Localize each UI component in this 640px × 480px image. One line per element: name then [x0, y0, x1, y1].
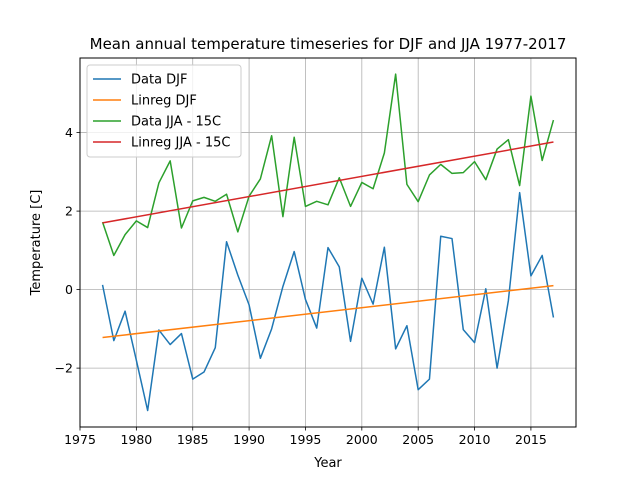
y-tick-label-1: 0 [65, 282, 73, 297]
x-tick-label-2000: 2000 [346, 432, 378, 447]
tick-layer: 1975 1980 1985 1990 1995 2000 2005 2010 2015 −2 0 2… [55, 125, 547, 447]
x-tick-label-1980: 1980 [120, 432, 152, 447]
legend-box [86, 64, 242, 158]
legend-label-3: Linreg JJA - 15C [131, 136, 230, 151]
y-axis-label: Temperature [C] [29, 190, 44, 297]
x-tick-label-1985: 1985 [177, 432, 209, 447]
plot-frame [79, 57, 577, 428]
y-tick-label-0: −2 [55, 361, 73, 376]
series-line-3 [102, 141, 554, 224]
x-tick-label-1975: 1975 [64, 432, 96, 447]
legend: Data DJF Linreg DJF Data JJA - 15C Linreg J… [86, 64, 242, 158]
x-tick-label-2015: 2015 [515, 432, 547, 447]
legend-label-2: Data JJA - 15C [131, 115, 221, 130]
chart-title: Mean annual temperature timeseries for D… [90, 35, 567, 53]
x-tick-label-1995: 1995 [290, 432, 322, 447]
legend-label-0: Data DJF [131, 73, 188, 88]
x-tick-label-2010: 2010 [459, 432, 491, 447]
x-axis-label: Year [313, 456, 342, 471]
series-layer [101, 73, 555, 412]
y-tick-label-2: 2 [65, 204, 73, 219]
series-line-2 [101, 73, 555, 257]
legend-entries: Data DJF Linreg DJF Data JJA - 15C Linreg J… [93, 73, 230, 151]
y-tick-label-3: 4 [65, 125, 73, 140]
x-tick-label-2005: 2005 [402, 432, 434, 447]
series-line-0 [101, 191, 555, 412]
legend-label-1: Linreg DJF [131, 94, 197, 109]
x-tick-label-1990: 1990 [233, 432, 265, 447]
series-line-1 [102, 284, 554, 339]
